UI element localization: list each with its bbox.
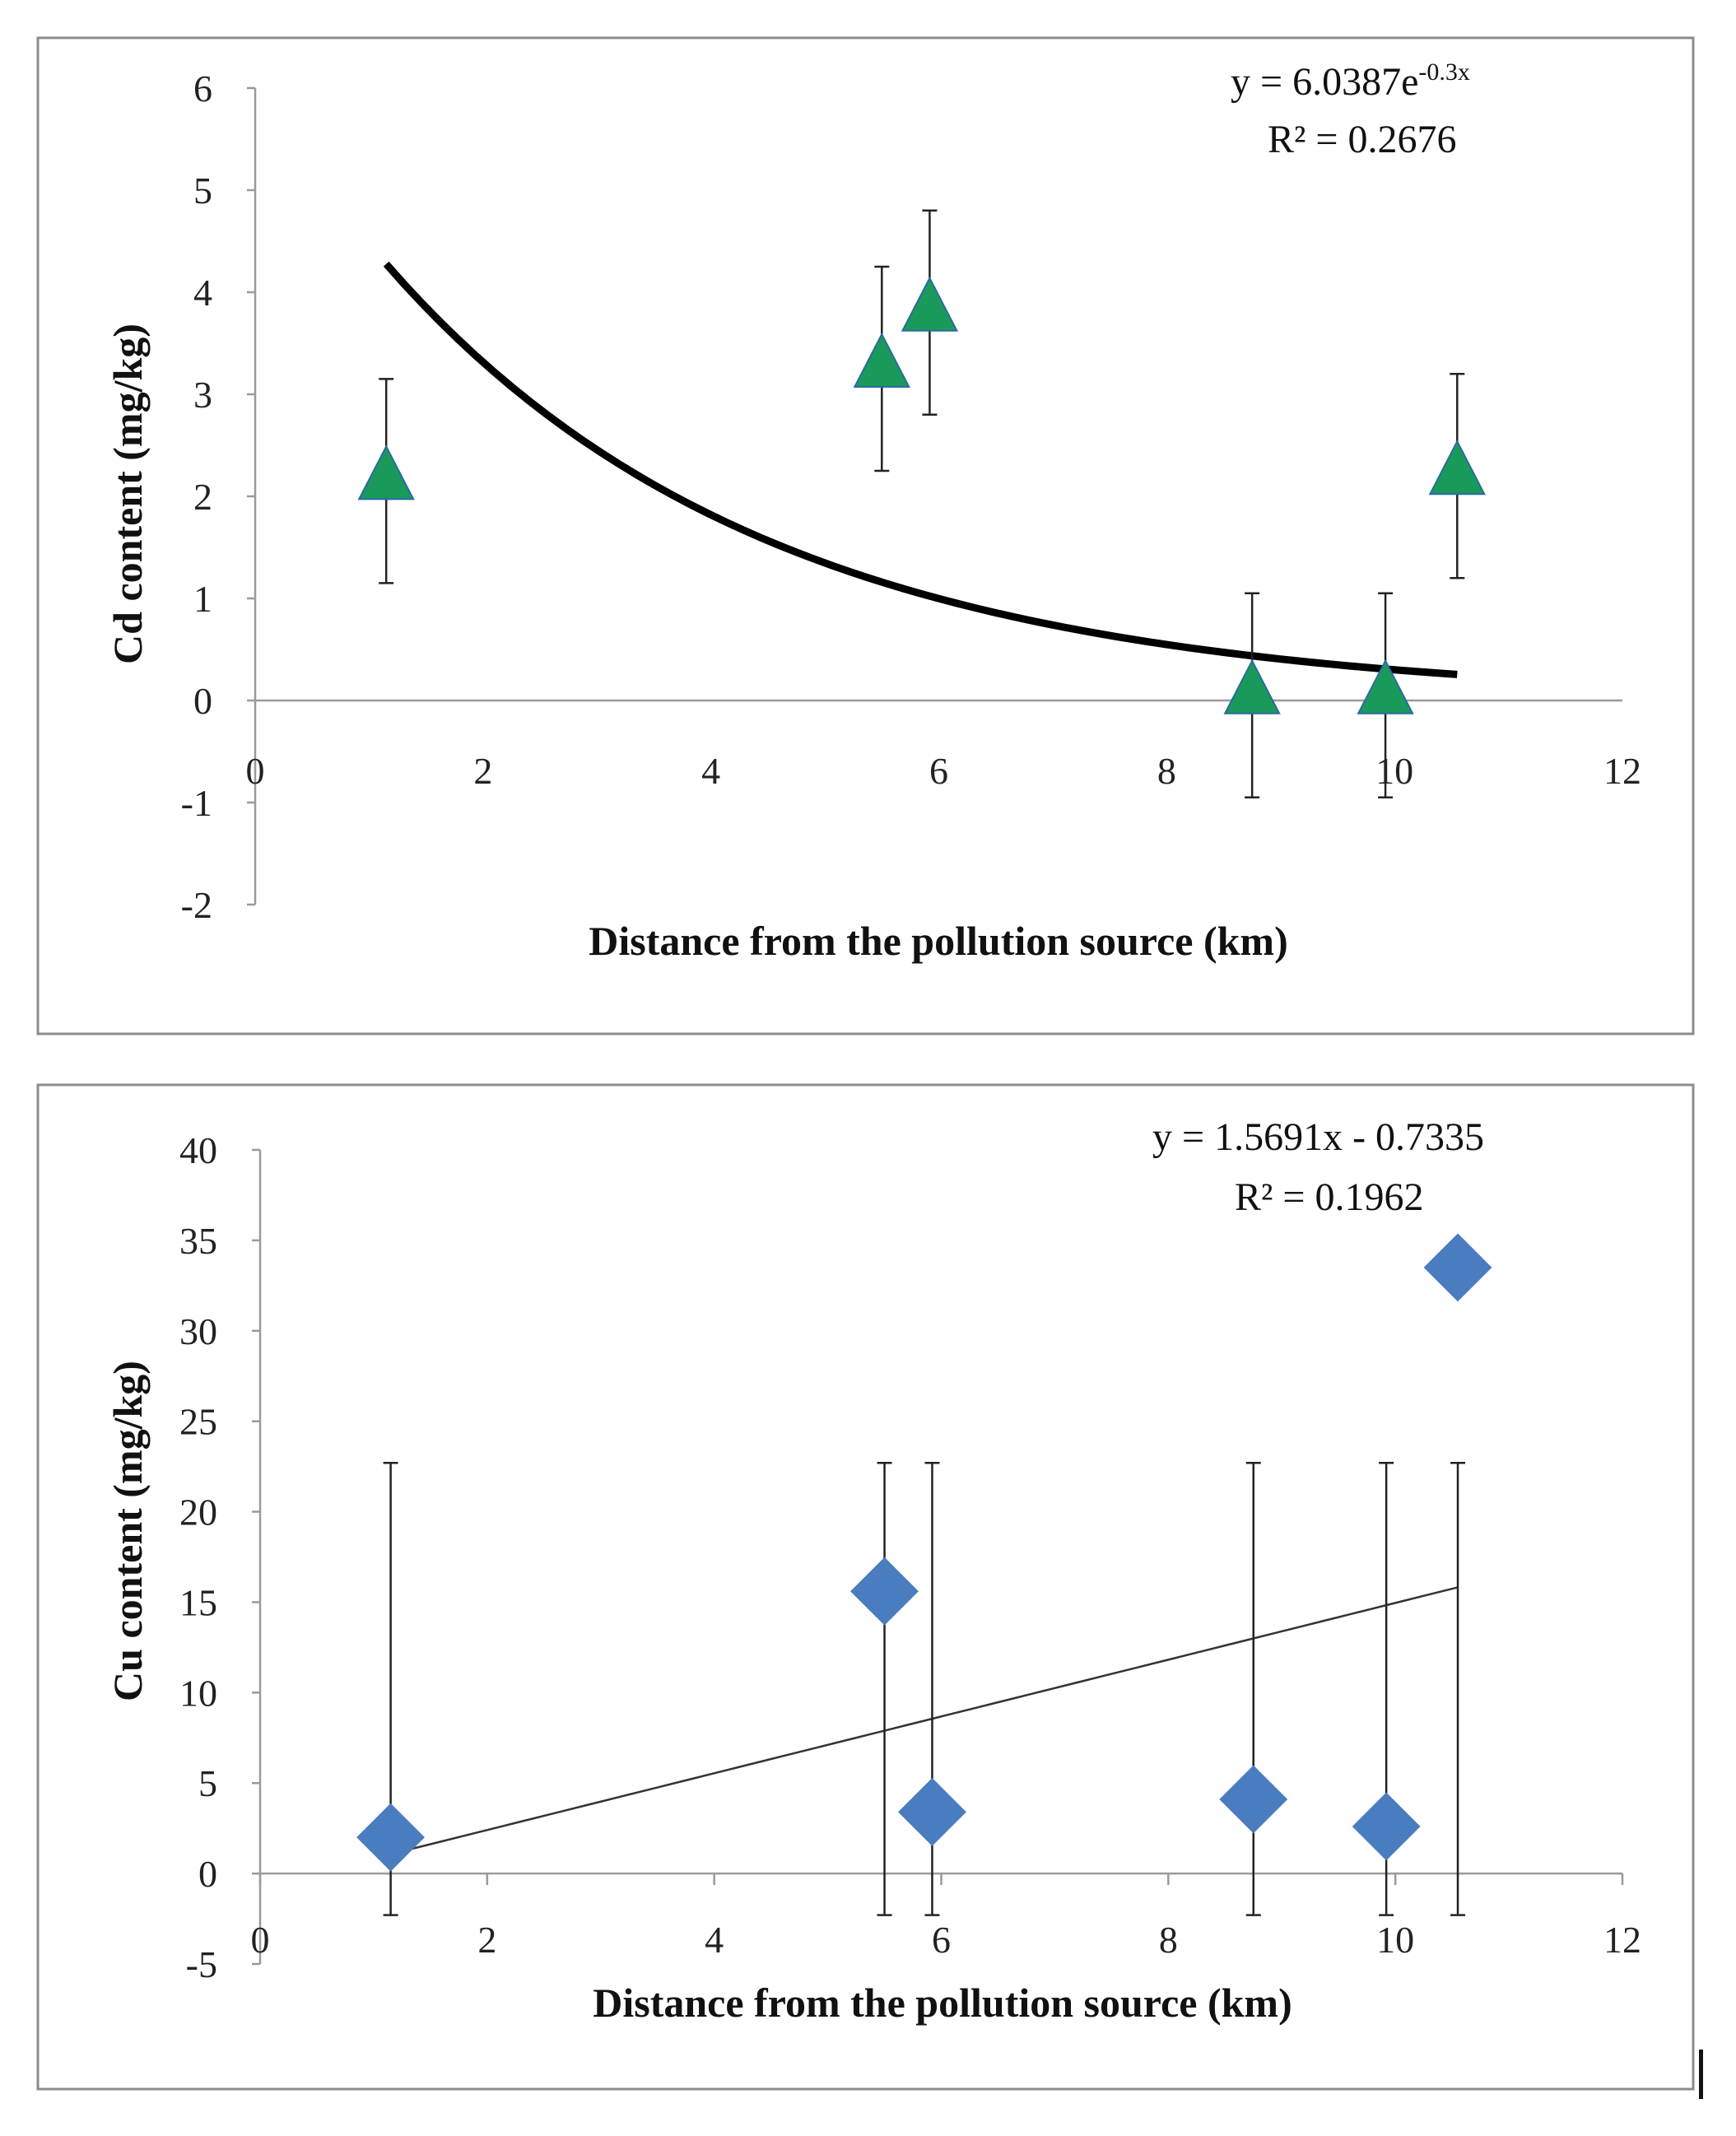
x-tick-label: 6 xyxy=(929,750,948,792)
y-tick-label: 6 xyxy=(193,67,212,109)
trend-equation: y = 6.0387e-0.3x xyxy=(1231,58,1470,104)
y-tick-label: 3 xyxy=(193,374,212,416)
x-tick-label: 8 xyxy=(1159,1919,1178,1961)
x-tick-label: 10 xyxy=(1375,750,1413,792)
x-tick-label: 4 xyxy=(705,1919,724,1961)
y-tick-label: 40 xyxy=(179,1129,217,1171)
cu-chart: y = 1.5691x - 0.7335 R² = 0.1962 Distanc… xyxy=(36,1083,1703,2099)
y-tick-label: 25 xyxy=(179,1401,217,1443)
data-point-triangle xyxy=(1357,658,1414,714)
data-point-diamond xyxy=(1219,1765,1288,1834)
x-tick-label: 4 xyxy=(701,750,720,792)
x-tick-label: 0 xyxy=(251,1919,270,1961)
y-axis-title: Cd content (mg/kg) xyxy=(105,323,151,664)
x-tick-label: 2 xyxy=(477,1919,496,1961)
x-tick-label: 6 xyxy=(932,1919,951,1961)
x-tick-label: 8 xyxy=(1157,750,1176,792)
y-tick-label: 15 xyxy=(179,1581,217,1623)
x-tick-label: 12 xyxy=(1603,1919,1641,1961)
y-tick-label: 1 xyxy=(193,578,212,620)
x-axis-title: Distance from the pollution source (km) xyxy=(593,1980,1292,2026)
y-tick-label: 20 xyxy=(179,1491,217,1533)
x-axis-title: Distance from the pollution source (km) xyxy=(589,918,1288,964)
y-tick-label: -2 xyxy=(181,884,212,926)
chart-frame xyxy=(36,1083,1695,2091)
data-point-triangle xyxy=(853,332,910,388)
trendline xyxy=(383,261,1458,678)
data-point-triangle xyxy=(1223,658,1281,714)
data-point-diamond xyxy=(1352,1792,1421,1861)
y-tick-label: -1 xyxy=(181,782,212,824)
y-axis-title: Cu content (mg/kg) xyxy=(105,1361,151,1701)
y-tick-label: 0 xyxy=(198,1853,217,1895)
y-tick-label: 5 xyxy=(198,1762,217,1804)
chart-frame xyxy=(36,36,1695,1035)
r-squared: R² = 0.2676 xyxy=(1268,118,1456,161)
trendline xyxy=(390,1586,1459,1855)
data-point-diamond xyxy=(850,1557,919,1626)
stray-mark xyxy=(1699,2050,1703,2099)
data-point-diamond xyxy=(898,1777,966,1846)
y-tick-label: -5 xyxy=(186,1943,217,1985)
y-tick-label: 0 xyxy=(193,680,212,722)
data-point-diamond xyxy=(1423,1233,1492,1302)
y-tick-label: 30 xyxy=(179,1310,217,1352)
cd-chart: y = 6.0387e-0.3x R² = 0.2676 Distance fr… xyxy=(36,36,1695,1035)
data-point-triangle xyxy=(1428,440,1486,496)
x-tick-label: 12 xyxy=(1603,750,1641,792)
y-tick-label: 10 xyxy=(179,1672,217,1714)
trend-equation: y = 1.5691x - 0.7335 xyxy=(1152,1115,1484,1159)
y-tick-label: 4 xyxy=(193,272,212,314)
x-tick-label: 2 xyxy=(473,750,492,792)
x-tick-label: 10 xyxy=(1376,1919,1414,1961)
r-squared: R² = 0.1962 xyxy=(1235,1175,1423,1219)
data-point-diamond xyxy=(356,1803,426,1872)
x-tick-label: 0 xyxy=(246,750,265,792)
data-point-triangle xyxy=(357,444,415,500)
y-tick-label: 35 xyxy=(179,1220,217,1262)
y-tick-label: 2 xyxy=(193,476,212,518)
y-tick-label: 5 xyxy=(193,170,212,212)
data-point-triangle xyxy=(901,276,959,332)
